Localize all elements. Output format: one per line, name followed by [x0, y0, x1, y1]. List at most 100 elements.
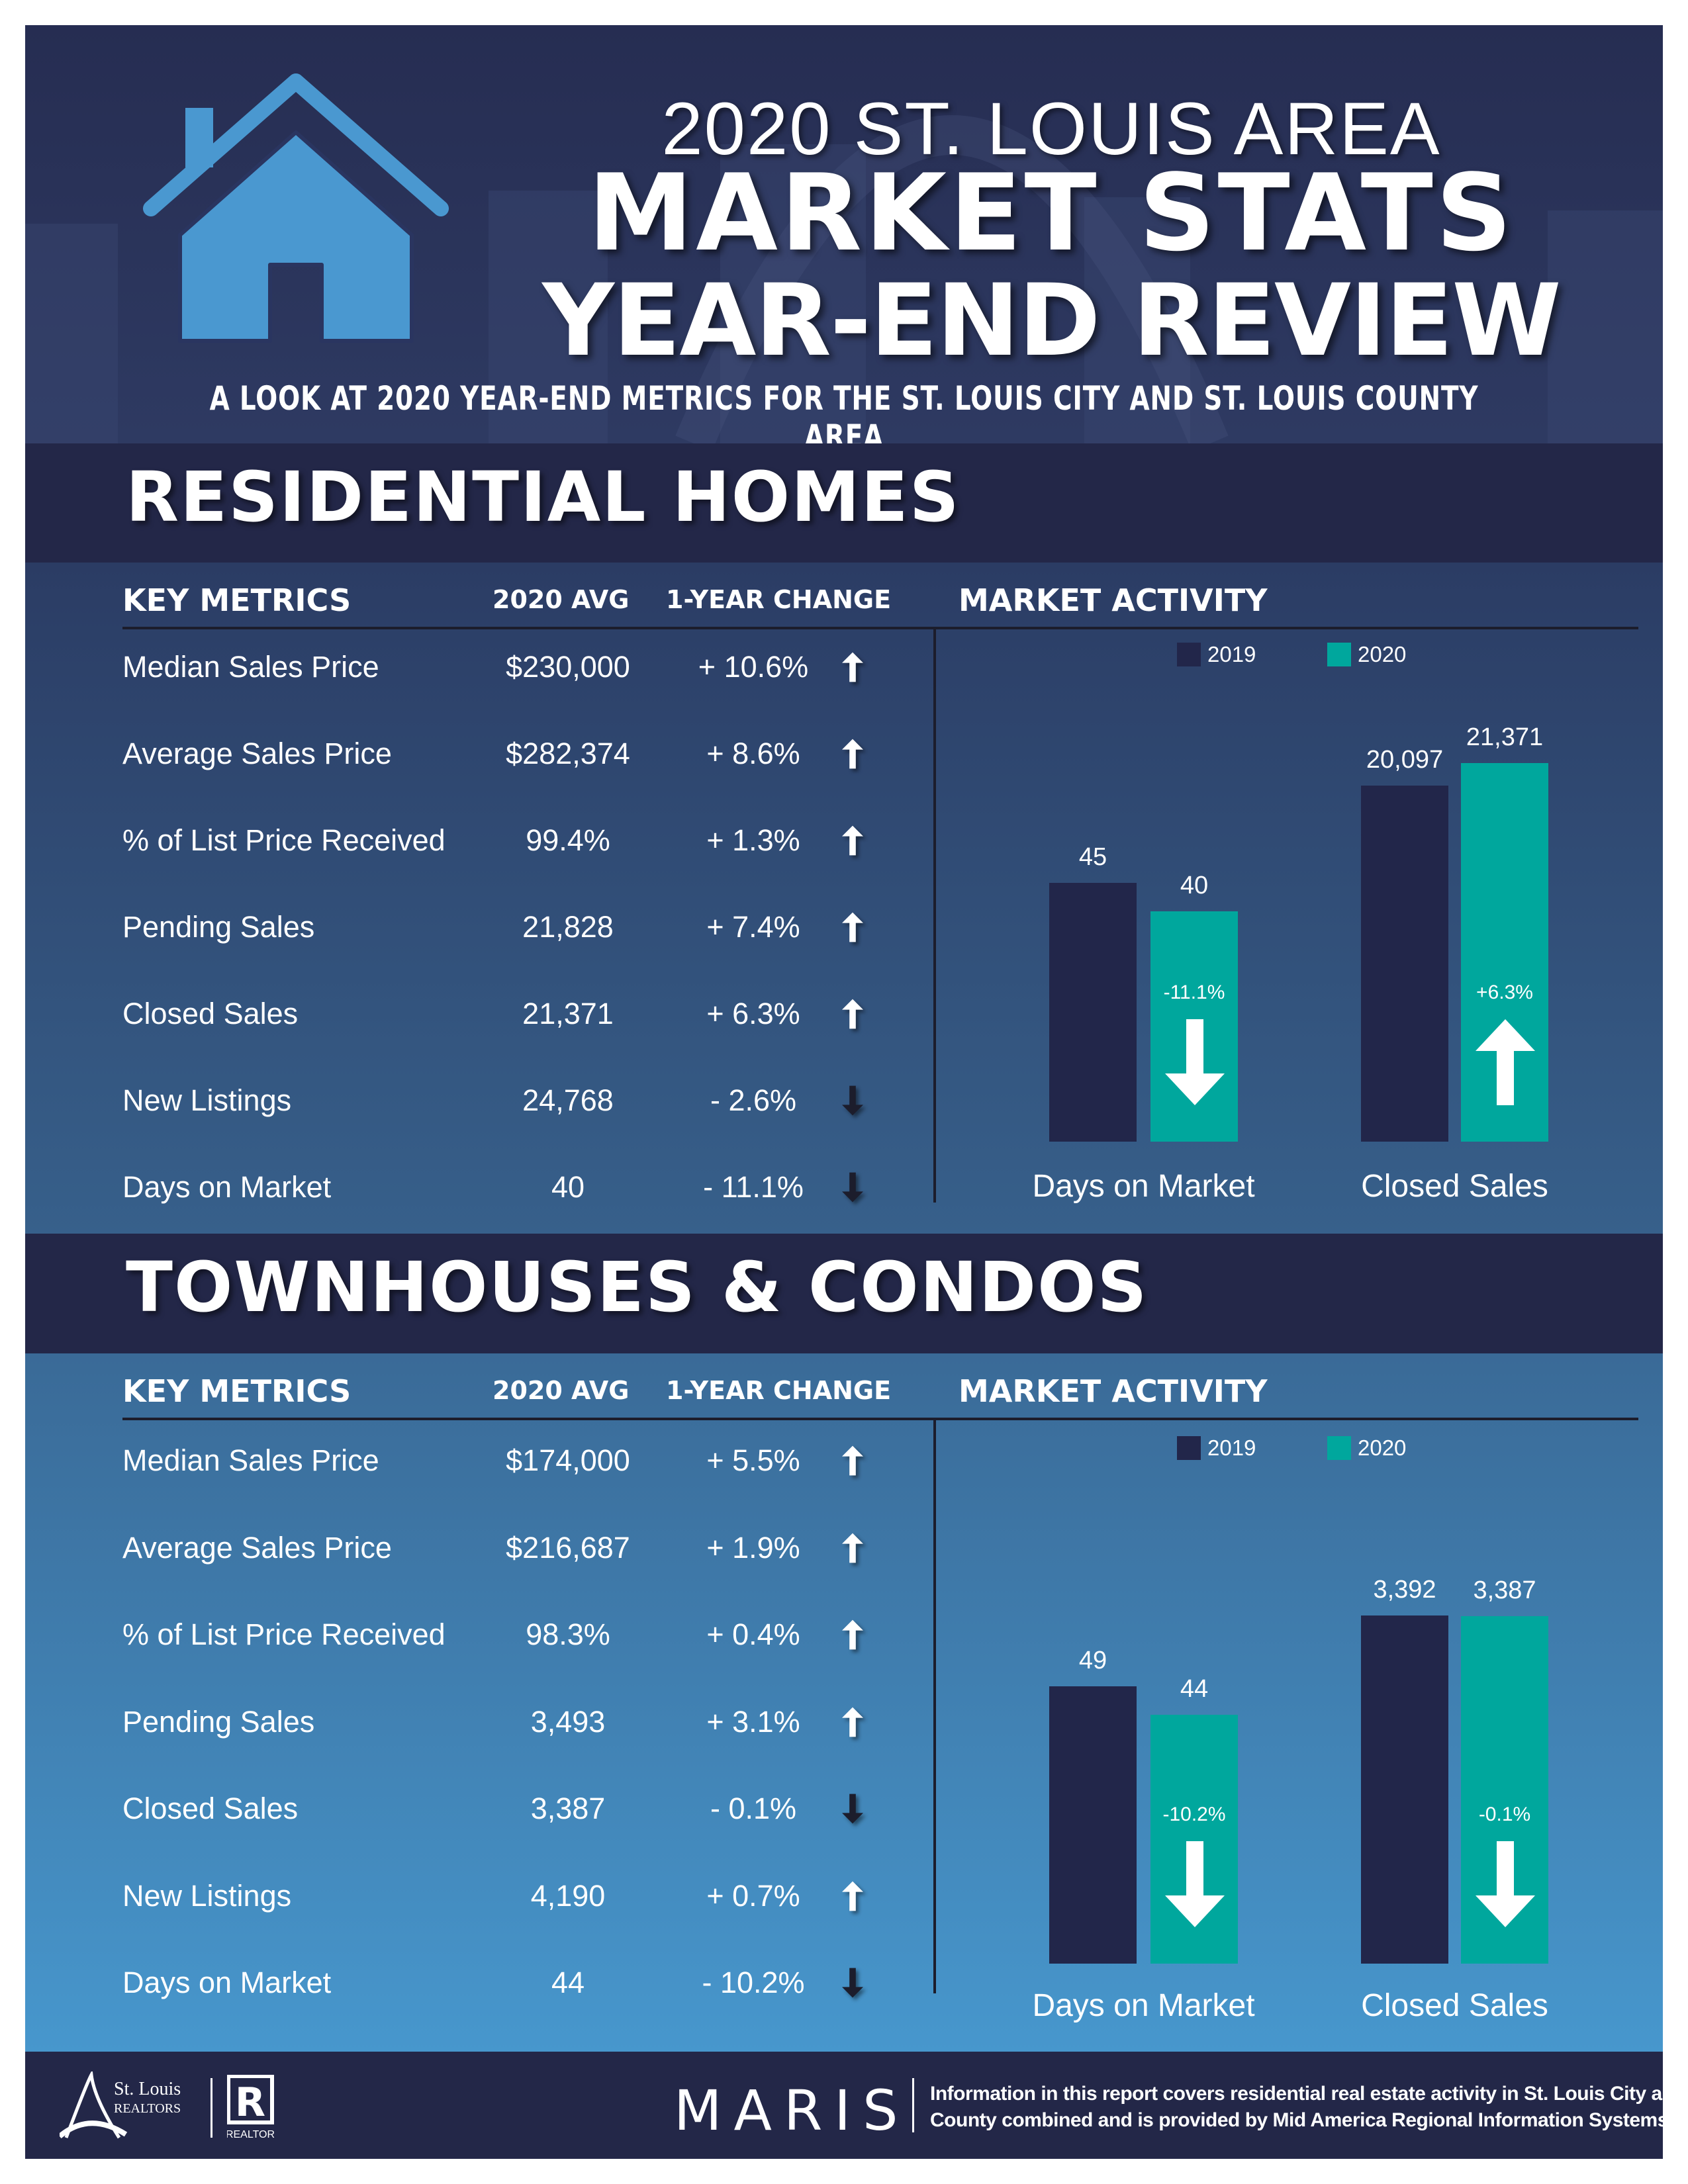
legend-swatch-2019	[1177, 643, 1201, 666]
svg-text:REALTOR: REALTOR	[227, 2129, 275, 2140]
category-label: Closed Sales	[1361, 1988, 1548, 2023]
section-townhouses: KEY METRICS 2020 AVG 1-YEAR CHANGE MARKET A…	[25, 1353, 1663, 2052]
metric-avg: $216,687	[506, 1530, 630, 1565]
arrow-down-icon	[839, 1081, 872, 1120]
bar-value-label: 20,097	[1366, 746, 1444, 774]
arrow-down-icon	[1476, 1841, 1535, 1927]
table-row: Pending Sales 21,828 + 7.4%	[25, 907, 933, 947]
arrow-down-icon	[839, 1789, 872, 1829]
arrow-up-icon	[839, 821, 872, 860]
table-row: Median Sales Price $174,000 + 5.5%	[25, 1441, 933, 1480]
metric-change: + 5.5%	[706, 1443, 800, 1477]
st-louis-realtors-logo: St. Louis REALTORS	[60, 2071, 181, 2139]
footer-info-line-2: County combined and is provided by Mid A…	[930, 2109, 1673, 2131]
table-row: Closed Sales 21,371 + 6.3%	[25, 994, 933, 1034]
metric-avg: 3,493	[530, 1704, 606, 1739]
metric-change: + 10.6%	[698, 650, 809, 684]
metric-label: New Listings	[122, 1083, 292, 1117]
metric-change: - 11.1%	[703, 1170, 804, 1204]
metric-label: Days on Market	[122, 1170, 332, 1204]
legend-label: 2020	[1358, 1435, 1407, 1460]
arrow-up-icon	[839, 1615, 872, 1655]
change-column-header: 1-YEAR CHANGE	[666, 1376, 892, 1405]
market-activity-header: MARKET ACTIVITY	[959, 1373, 1268, 1409]
bar-2019-closed-sales	[1361, 786, 1448, 1142]
table-row: New Listings 24,768 - 2.6%	[25, 1081, 933, 1120]
table-row: Days on Market 44 - 10.2%	[25, 1963, 933, 2003]
metric-change: + 1.9%	[706, 1530, 800, 1565]
key-metrics-header: KEY METRICS	[122, 582, 352, 618]
realtor-r-logo: R REALTOR	[227, 2075, 275, 2140]
metric-avg: 40	[551, 1170, 585, 1204]
table-row: New Listings 4,190 + 0.7%	[25, 1876, 933, 1916]
avg-column-header: 2020 AVG	[492, 1376, 630, 1405]
bar-2019-days-on-market	[1049, 1686, 1137, 1964]
title-line-2: MARKET STATS	[587, 151, 1515, 275]
bar-value-label: 45	[1078, 843, 1107, 871]
footer-info: Information in this report covers reside…	[930, 2081, 1686, 2134]
arrow-up-icon	[839, 647, 872, 687]
table-row: Median Sales Price $230,000 + 10.6%	[25, 647, 933, 687]
category-label: Days on Market	[1032, 1169, 1255, 1204]
table-row: Pending Sales 3,493 + 3.1%	[25, 1702, 933, 1742]
metric-label: Days on Market	[122, 1966, 332, 1999]
key-metrics-header: KEY METRICS	[122, 1373, 352, 1409]
title-line-1: 2020 ST. LOUIS AREA	[661, 87, 1441, 170]
metric-avg: 21,371	[522, 997, 614, 1030]
arrow-down-icon	[839, 1167, 872, 1207]
metric-avg: 24,768	[522, 1083, 614, 1117]
hero-header: 2020 ST. LOUIS AREA MARKET STATS YEAR-EN…	[25, 25, 1663, 443]
arrow-up-icon	[839, 994, 872, 1034]
metric-label: Closed Sales	[122, 1792, 299, 1825]
market-activity-header: MARKET ACTIVITY	[959, 582, 1268, 618]
table-row: Average Sales Price $282,374 + 8.6%	[25, 734, 933, 774]
legend-label: 2020	[1358, 642, 1407, 666]
footer-info-line-1: Information in this report covers reside…	[930, 2083, 1686, 2105]
metric-label: Average Sales Price	[122, 1530, 392, 1565]
bar-change-label: -11.1%	[1163, 981, 1225, 1003]
section-residential: KEY METRICS 2020 AVG 1-YEAR CHANGE MARKET A…	[25, 563, 1663, 1234]
table-row: Closed Sales 3,387 - 0.1%	[25, 1789, 933, 1829]
metric-change: + 0.4%	[706, 1617, 800, 1651]
category-label: Days on Market	[1032, 1988, 1255, 2023]
arrow-up-icon	[839, 1528, 872, 1568]
header-divider	[122, 627, 1638, 629]
footer: St. Louis REALTORS R REALTOR MARIS Infor…	[25, 2052, 1686, 2159]
metric-label: Median Sales Price	[122, 1443, 379, 1477]
bar-2019-closed-sales	[1361, 1615, 1448, 1964]
arrow-up-icon	[839, 1702, 872, 1742]
bar-value-label: 49	[1078, 1647, 1107, 1674]
arrow-up-icon	[1476, 1019, 1535, 1105]
metric-change: + 8.6%	[706, 737, 800, 770]
metric-avg: $230,000	[506, 650, 630, 684]
svg-text:REALTORS: REALTORS	[114, 2101, 181, 2116]
bar-change-label: +6.3%	[1476, 981, 1533, 1003]
metric-label: Average Sales Price	[122, 737, 392, 770]
category-label: Closed Sales	[1361, 1169, 1548, 1204]
legend-swatch-2019	[1177, 1436, 1201, 1460]
logo-divider	[211, 2078, 212, 2138]
metric-label: New Listings	[122, 1878, 292, 1913]
metric-change: - 0.1%	[710, 1792, 797, 1825]
bar-value-label: 40	[1180, 872, 1209, 900]
column-divider	[933, 627, 936, 1203]
arrow-up-icon	[839, 907, 872, 947]
arrow-up-icon	[839, 1876, 872, 1916]
header-divider	[122, 1418, 1638, 1420]
bar-change-label: -0.1%	[1478, 1803, 1531, 1825]
bar-2019-days-on-market	[1049, 883, 1137, 1142]
section-band-residential: RESIDENTIAL HOMES	[25, 443, 1663, 563]
metric-avg: 21,828	[522, 910, 614, 944]
metric-change: - 2.6%	[710, 1083, 797, 1117]
maris-divider	[912, 2078, 914, 2132]
metric-change: + 0.7%	[706, 1878, 800, 1913]
metric-label: % of List Price Received	[122, 823, 445, 857]
bar-change-label: -10.2%	[1162, 1803, 1226, 1825]
metric-change: - 10.2%	[702, 1966, 805, 1999]
metric-avg: 44	[551, 1966, 585, 1999]
avg-column-header: 2020 AVG	[492, 585, 630, 614]
table-row: % of List Price Received 98.3% + 0.4%	[25, 1615, 933, 1655]
metric-label: Pending Sales	[122, 1704, 315, 1739]
metric-avg: 99.4%	[526, 823, 610, 857]
